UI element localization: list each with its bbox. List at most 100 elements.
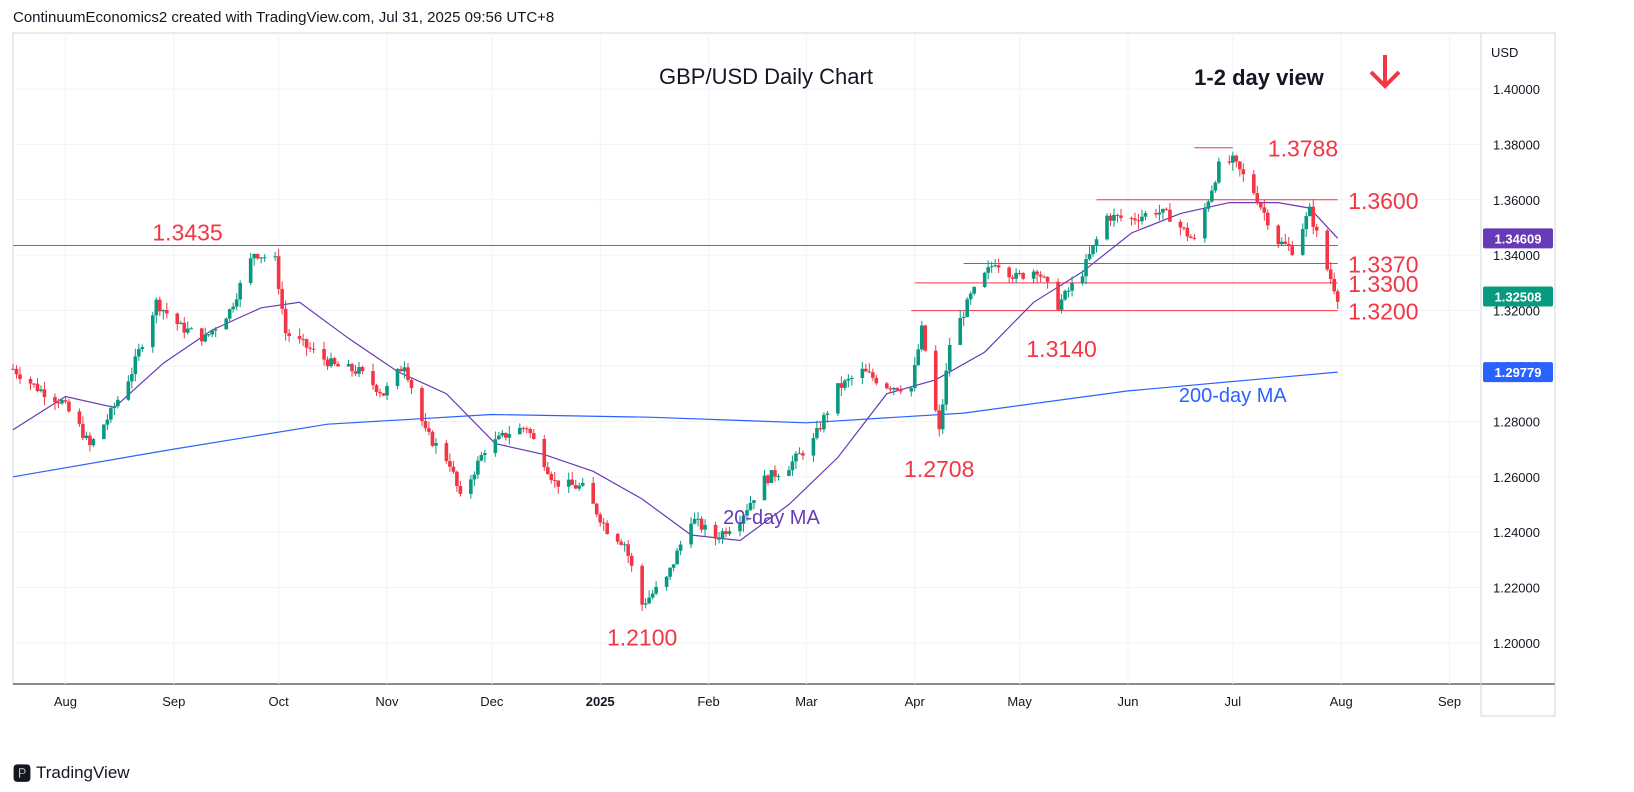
candle-body xyxy=(112,406,117,409)
tradingview-footer[interactable]: 🅿 TradingView xyxy=(13,760,130,786)
candle-body xyxy=(811,437,816,456)
x-tick-label: Mar xyxy=(795,694,818,709)
candle-body xyxy=(1035,271,1039,275)
candle-body xyxy=(923,325,928,351)
candle-body xyxy=(996,265,1001,268)
candle-body xyxy=(507,434,512,438)
candle-body xyxy=(591,482,596,504)
candle-body xyxy=(776,475,781,477)
x-tick-label: Oct xyxy=(269,694,290,709)
candle-body xyxy=(640,565,644,605)
ma200-line xyxy=(12,371,1338,478)
candle-body xyxy=(703,524,707,530)
candle-body xyxy=(696,518,700,520)
candle-body xyxy=(504,432,508,438)
candle-body xyxy=(259,257,263,259)
candle-body xyxy=(1192,237,1197,239)
level-annotation: 1.3200 xyxy=(1348,299,1418,325)
candle-body xyxy=(933,350,938,411)
candle-body xyxy=(598,514,602,523)
candle-body xyxy=(1259,203,1263,208)
candle-body xyxy=(843,380,847,388)
candle-body xyxy=(1014,272,1018,279)
candle-body xyxy=(252,253,256,259)
candle-body xyxy=(615,533,620,542)
candle-body xyxy=(213,329,218,331)
candle-body xyxy=(476,460,480,475)
view-label: 1-2 day view xyxy=(1194,65,1325,90)
candle-body xyxy=(958,318,963,345)
candle-body xyxy=(898,390,903,392)
candle-body xyxy=(622,544,627,546)
candle-body xyxy=(724,531,728,534)
candle-body xyxy=(909,388,914,392)
x-tick-label: May xyxy=(1007,694,1032,709)
candle-body xyxy=(605,523,609,534)
candle-body xyxy=(1203,208,1207,239)
candle-body xyxy=(797,453,802,455)
candle-body xyxy=(151,315,155,348)
candle-body xyxy=(864,368,868,372)
candle-body xyxy=(109,408,113,420)
candle-body xyxy=(1112,214,1116,221)
candle-body xyxy=(1045,276,1050,282)
candle-body xyxy=(1210,190,1214,202)
y-tick-label: 1.32000 xyxy=(1493,304,1540,319)
candle-body xyxy=(1063,290,1067,300)
candle-body xyxy=(1304,216,1309,230)
y-tick-label: 1.28000 xyxy=(1493,414,1540,429)
candle-body xyxy=(738,523,742,532)
candle-body xyxy=(238,283,242,300)
candle-body xyxy=(126,381,131,400)
candle-body xyxy=(234,299,239,307)
candle-body xyxy=(203,334,208,342)
price-axis-pane xyxy=(1480,32,1556,717)
candle-body xyxy=(594,503,599,515)
candle-body xyxy=(1115,214,1120,216)
candle-body xyxy=(325,359,330,367)
candle-body xyxy=(521,427,526,429)
candle-body xyxy=(1290,246,1295,255)
candle-body xyxy=(1080,276,1085,284)
candle-body xyxy=(1010,277,1015,279)
candle-body xyxy=(322,348,326,360)
candle-body xyxy=(297,336,302,340)
candle-body xyxy=(1328,269,1333,280)
candle-body xyxy=(528,429,533,434)
candle-body xyxy=(545,467,550,474)
candle-body xyxy=(1094,239,1099,246)
candle-body xyxy=(1017,272,1022,274)
candle-body xyxy=(937,410,942,430)
candle-body xyxy=(713,524,718,539)
y-tick-label: 1.36000 xyxy=(1493,193,1540,208)
candle-body xyxy=(130,374,134,382)
candle-body xyxy=(556,480,561,487)
x-tick-label: Sep xyxy=(162,694,185,709)
price-tag-label: 1.32508 xyxy=(1495,290,1542,305)
candle-body xyxy=(552,479,557,481)
candle-body xyxy=(161,310,166,312)
down-arrow-icon xyxy=(1369,55,1401,89)
candle-body xyxy=(944,370,949,405)
candle-body xyxy=(88,435,92,446)
level-annotation: 1.3600 xyxy=(1348,188,1418,214)
y-tick-label: 1.40000 xyxy=(1493,82,1540,97)
candle-body xyxy=(423,421,428,429)
candle-body xyxy=(483,453,487,456)
candle-body xyxy=(451,466,456,472)
price-tag xyxy=(1483,362,1553,383)
candle-body xyxy=(1140,216,1144,222)
x-tick-label: Nov xyxy=(375,694,399,709)
candle-body xyxy=(982,272,987,287)
candle-body xyxy=(1300,229,1305,255)
y-tick-label: 1.26000 xyxy=(1493,470,1540,485)
candle-body xyxy=(444,443,449,462)
price-tag-label: 1.34609 xyxy=(1495,231,1542,246)
candle-body xyxy=(1066,290,1071,292)
candle-body xyxy=(182,322,187,333)
candle-body xyxy=(1307,206,1312,217)
candle-body xyxy=(189,328,194,330)
candle-body xyxy=(626,544,630,556)
candle-body xyxy=(1105,215,1109,240)
ma-label: 200-day MA xyxy=(1179,385,1287,407)
